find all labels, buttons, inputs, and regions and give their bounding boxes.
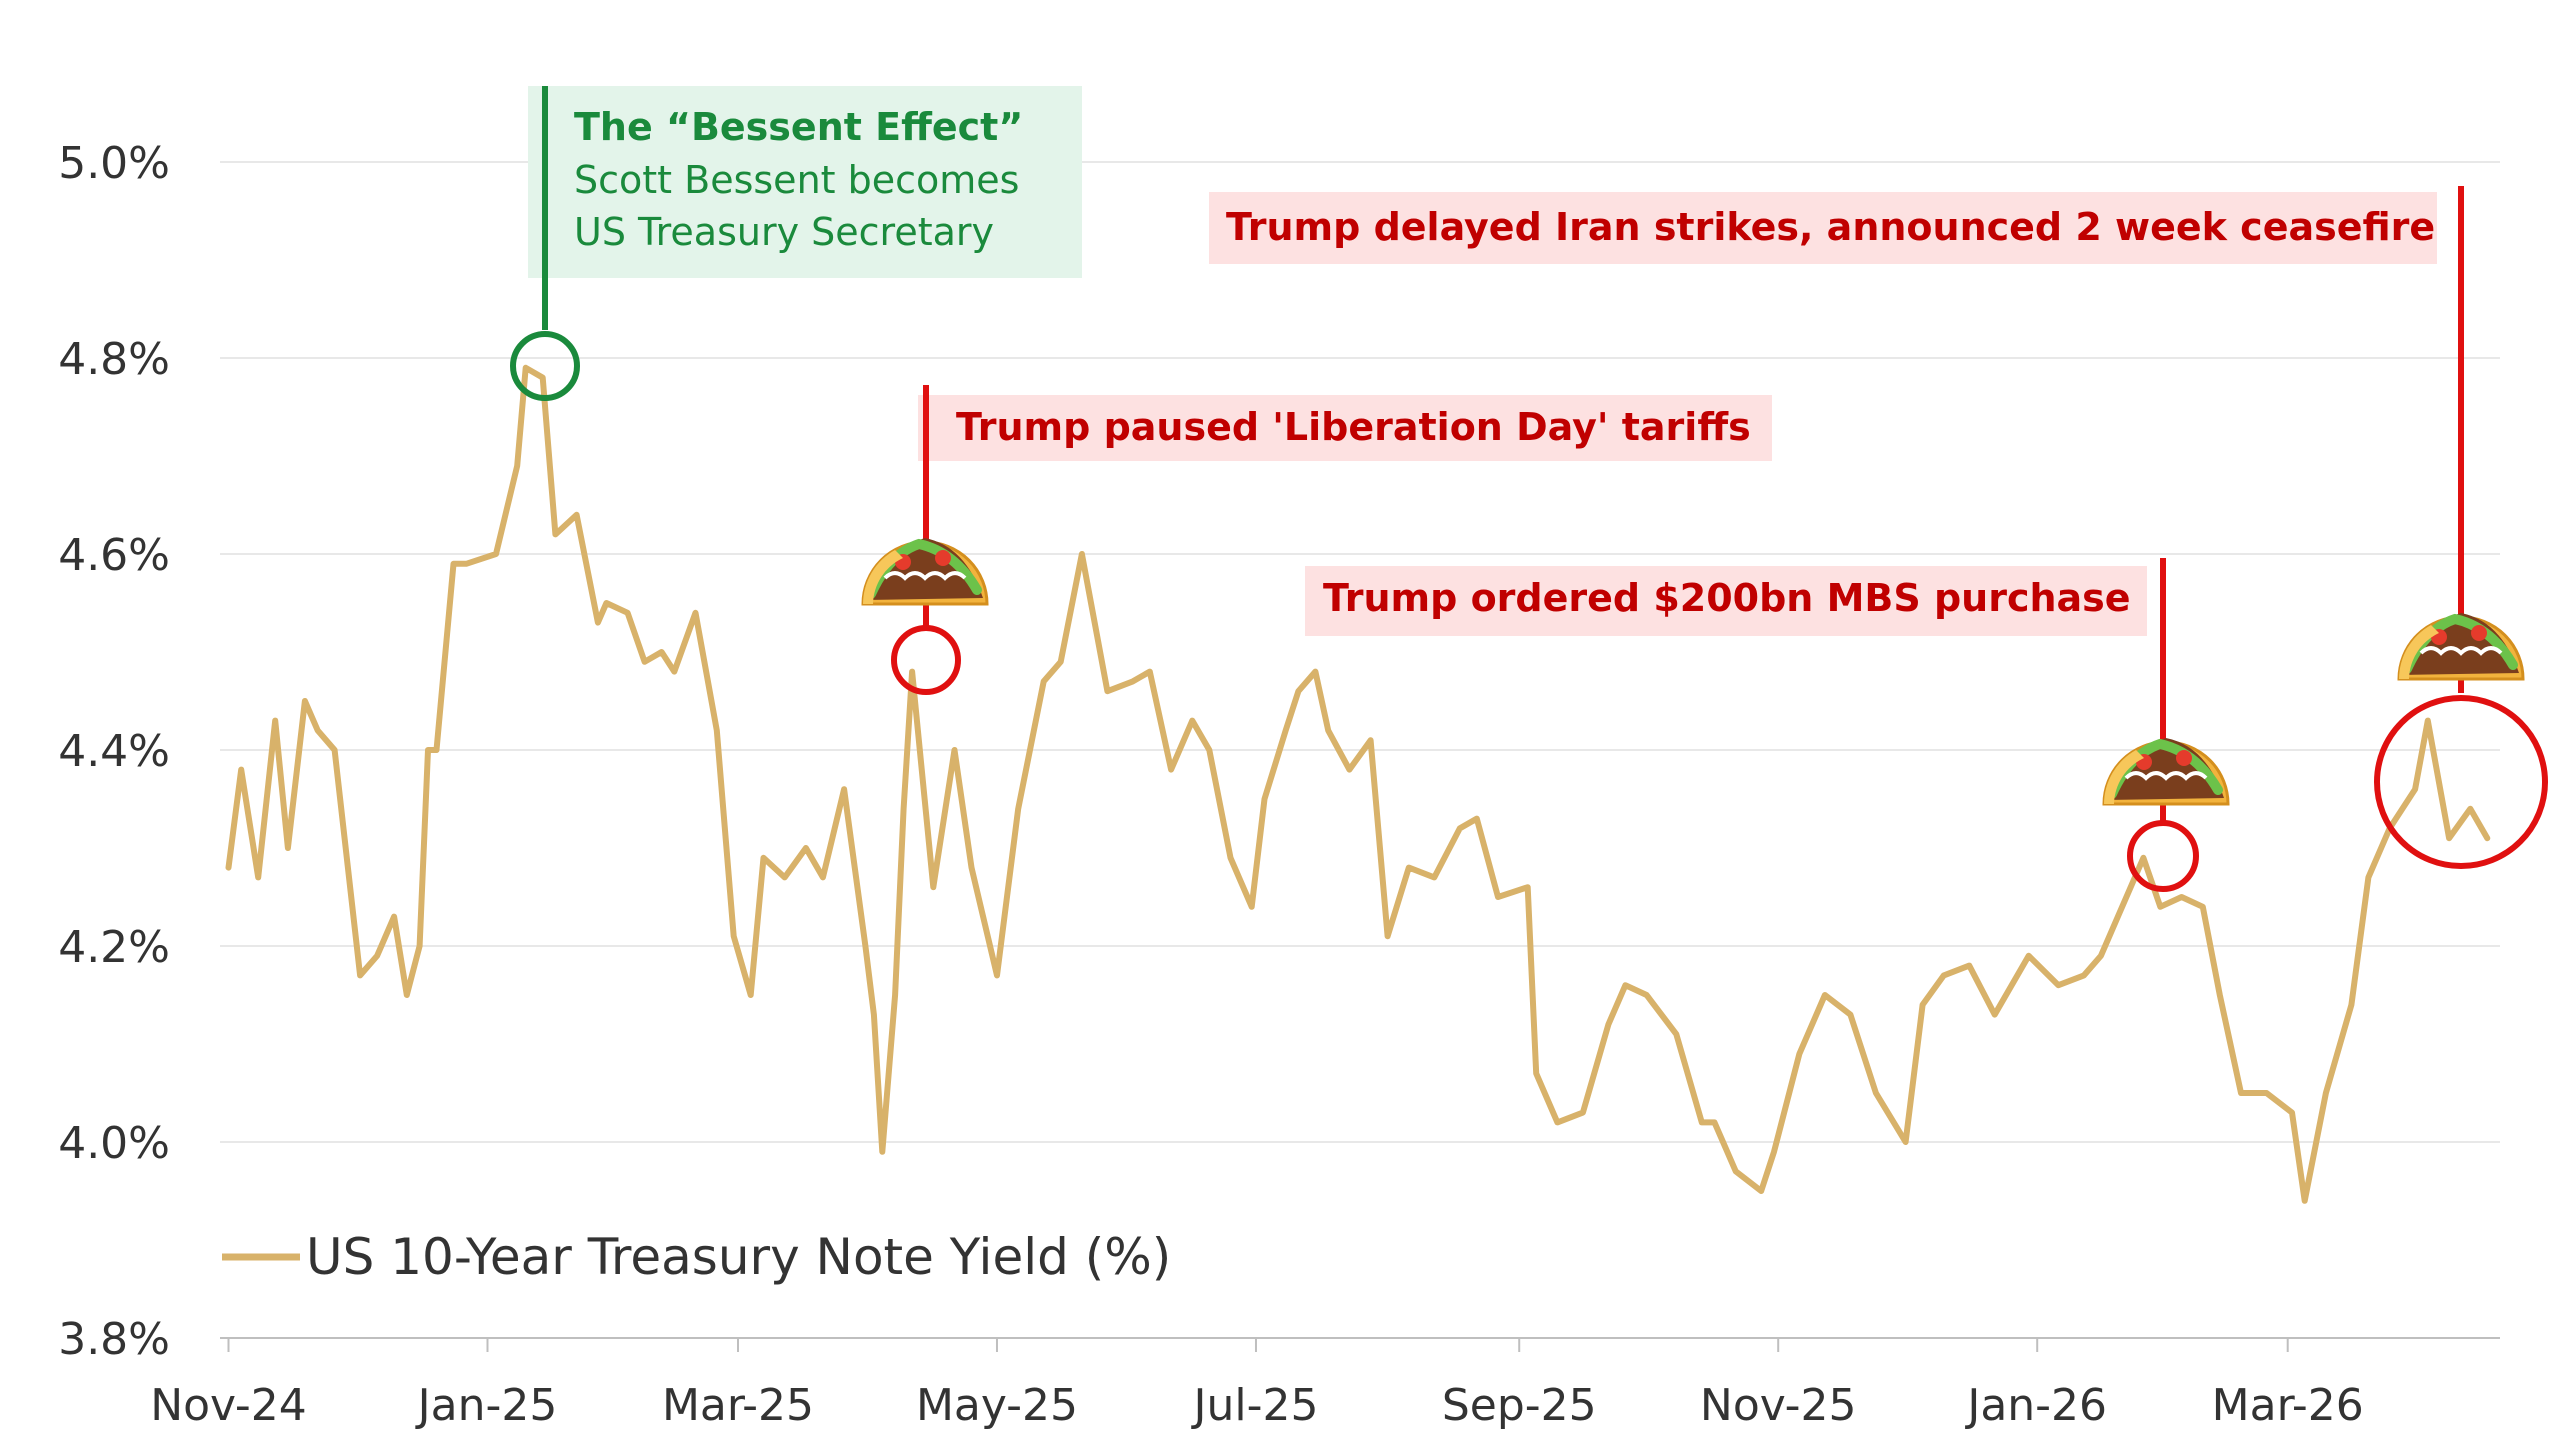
x-tick-label: Jul-25 bbox=[1191, 1380, 1319, 1431]
annotation-circle bbox=[891, 625, 961, 695]
taco-shell-highlight bbox=[2399, 625, 2439, 679]
taco-icon bbox=[2102, 738, 2230, 806]
annotation-subtitle: US Treasury Secretary bbox=[574, 210, 994, 254]
x-tick-label: Sep-25 bbox=[1442, 1380, 1597, 1431]
y-tick-label: 5.0% bbox=[58, 138, 170, 189]
annotation-title: Trump ordered $200bn MBS purchase bbox=[1323, 576, 2131, 620]
legend-label: US 10-Year Treasury Note Yield (%) bbox=[306, 1228, 1171, 1286]
annotation-circle bbox=[510, 331, 580, 401]
x-tick-label: Jan-25 bbox=[415, 1380, 558, 1431]
annotation-box bbox=[528, 86, 1082, 278]
x-tick-label: Mar-25 bbox=[662, 1380, 814, 1431]
annotation-circle bbox=[2127, 820, 2199, 892]
x-tick-label: Jan-26 bbox=[1964, 1380, 2107, 1431]
y-tick-label: 3.8% bbox=[58, 1314, 170, 1365]
annotation-title: Trump paused 'Liberation Day' tariffs bbox=[956, 405, 1751, 449]
x-tick-label: May-25 bbox=[916, 1380, 1078, 1431]
taco-tomato bbox=[2471, 625, 2487, 641]
taco-tomato bbox=[935, 550, 951, 566]
x-tick-label: Nov-24 bbox=[150, 1380, 307, 1431]
taco-shell-highlight bbox=[2104, 750, 2144, 804]
taco-meat bbox=[2401, 613, 2519, 675]
annotation-box bbox=[918, 395, 1772, 461]
taco-tomato bbox=[2176, 750, 2192, 766]
annotation-subtitle: Scott Bessent becomes bbox=[574, 158, 1019, 202]
y-tick-label: 4.2% bbox=[58, 922, 170, 973]
series-line bbox=[225, 364, 2491, 1204]
taco-meat bbox=[2106, 738, 2224, 800]
y-tick-label: 4.4% bbox=[58, 726, 170, 777]
annotation-circle bbox=[2374, 695, 2548, 869]
taco-meat bbox=[865, 538, 983, 600]
taco-sauce bbox=[2419, 646, 2503, 656]
y-tick-label: 4.8% bbox=[58, 334, 170, 385]
y-tick-label: 4.6% bbox=[58, 530, 170, 581]
taco-shell-highlight bbox=[863, 550, 903, 604]
x-tick-label: Nov-25 bbox=[1700, 1380, 1857, 1431]
y-tick-label: 4.0% bbox=[58, 1118, 170, 1169]
x-tick-label: Mar-26 bbox=[2212, 1380, 2364, 1431]
annotation-title: The “Bessent Effect” bbox=[574, 105, 1023, 149]
annotation-box bbox=[1305, 566, 2147, 636]
taco-sauce bbox=[883, 571, 967, 581]
annotation-box bbox=[1209, 192, 2437, 264]
annotation-title: Trump delayed Iran strikes, announced 2 … bbox=[1226, 205, 2435, 249]
taco-sauce bbox=[2124, 771, 2208, 781]
taco-icon bbox=[2397, 613, 2525, 681]
taco-icon bbox=[861, 538, 989, 606]
